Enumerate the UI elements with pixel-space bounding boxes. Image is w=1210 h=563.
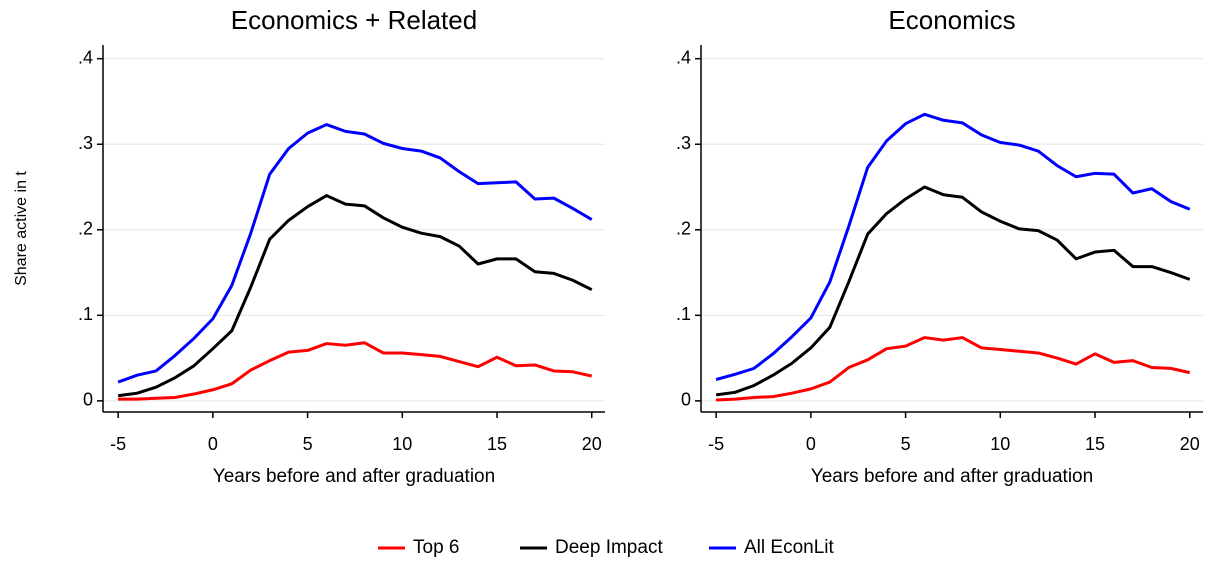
- y-tick-label: .4: [78, 47, 93, 67]
- x-tick-label: 20: [582, 434, 602, 454]
- line-series: [715, 112, 1191, 381]
- x-axis-label: Years before and after graduation: [811, 466, 1093, 487]
- y-tick-label: .2: [78, 219, 93, 239]
- x-tick-label: 0: [806, 434, 816, 454]
- y-tick-label: .2: [676, 219, 691, 239]
- y-tick-label: .4: [676, 47, 691, 67]
- x-tick-label: 0: [208, 434, 218, 454]
- line-series: [117, 123, 593, 384]
- chart-title: Economics + Related: [231, 5, 477, 35]
- y-tick-label: 0: [681, 390, 691, 410]
- legend-label: Deep Impact: [555, 537, 663, 558]
- x-tick-label: 15: [1085, 434, 1105, 454]
- x-tick-label: 5: [901, 434, 911, 454]
- line-series: [716, 336, 1191, 402]
- y-tick-label: .3: [676, 133, 691, 153]
- y-tick-label: .1: [78, 304, 93, 324]
- x-tick-label: 15: [487, 434, 507, 454]
- y-tick-label: 0: [83, 390, 93, 410]
- x-tick-label: 10: [990, 434, 1010, 454]
- line-series: [117, 194, 593, 398]
- y-tick-label: .3: [78, 133, 93, 153]
- chart-title: Economics: [888, 5, 1015, 35]
- x-tick-label: 20: [1180, 434, 1200, 454]
- x-tick-label: -5: [708, 434, 724, 454]
- x-tick-label: -5: [110, 434, 126, 454]
- legend-label: All EconLit: [744, 537, 834, 558]
- y-tick-label: .1: [676, 304, 691, 324]
- x-tick-label: 5: [303, 434, 313, 454]
- line-series: [118, 341, 593, 401]
- legend-label: Top 6: [413, 537, 459, 558]
- y-axis-label: Share active in t: [13, 171, 30, 286]
- x-tick-label: 10: [392, 434, 412, 454]
- x-axis-label: Years before and after graduation: [213, 466, 495, 487]
- line-series: [715, 185, 1191, 397]
